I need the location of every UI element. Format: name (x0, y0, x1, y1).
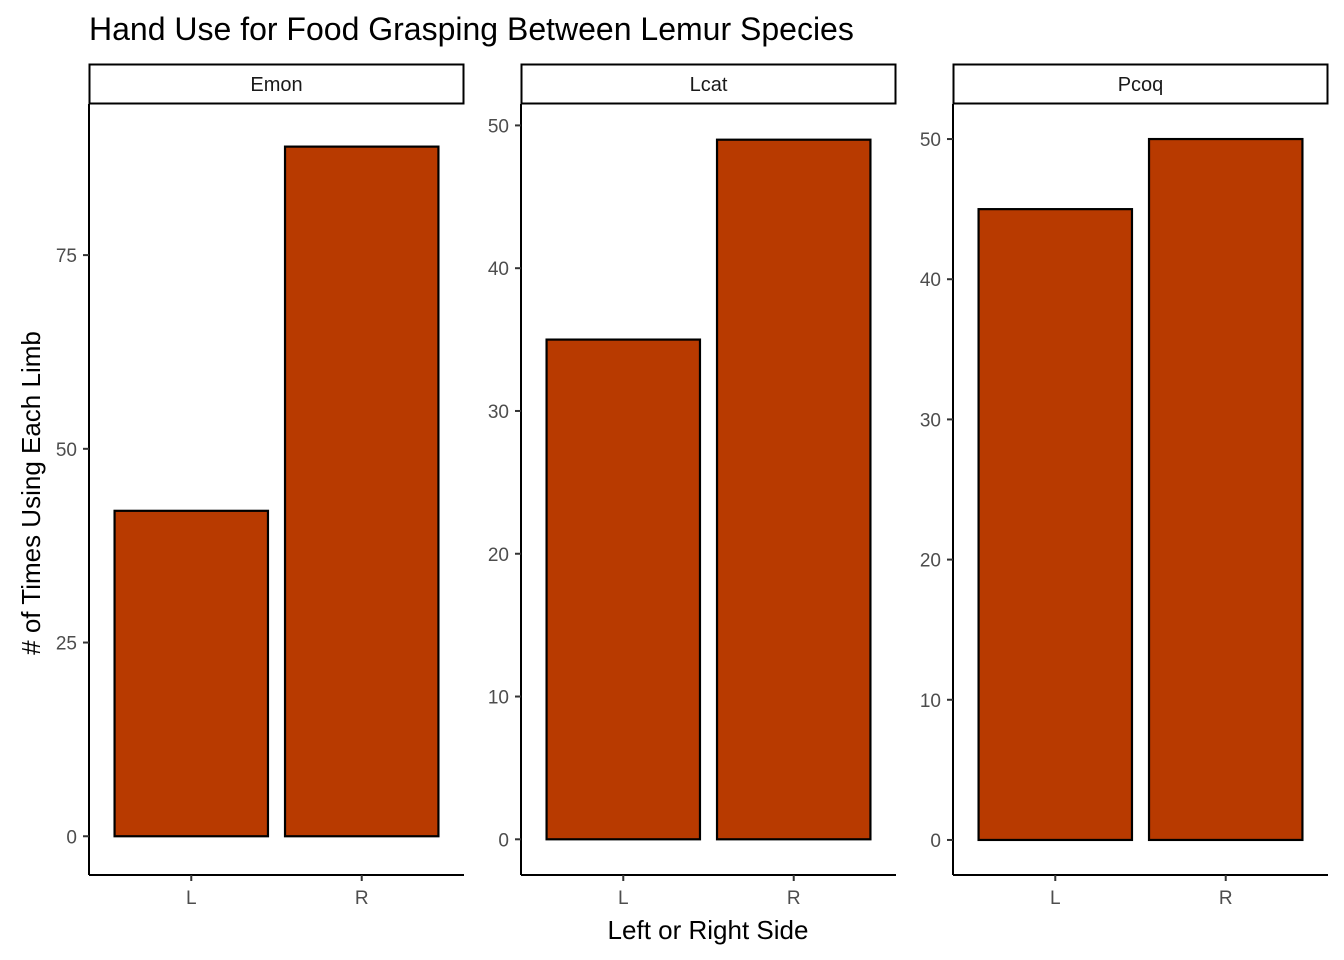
x-tick-label: R (787, 888, 801, 909)
x-axis-title: Left or Right Side (608, 915, 809, 945)
bar-l (977, 208, 1134, 842)
facet-strip-label: Emon (250, 74, 302, 96)
y-tick-label: 50 (920, 130, 941, 151)
bar-l (545, 338, 702, 841)
facet-strip-label: Lcat (690, 74, 728, 96)
chart-title: Hand Use for Food Grasping Between Lemur… (89, 11, 854, 47)
y-tick-label: 0 (66, 827, 77, 848)
y-tick-label: 10 (920, 691, 941, 712)
facet-strip (520, 63, 897, 105)
x-tick-label: L (1050, 888, 1061, 909)
facet-panel-emon: Emon 0 25 50 75 L R (56, 63, 465, 909)
facet-panels: Emon 0 25 50 75 L R Lcat 0 10 20 30 40 50 L R Pcoq 0 10 20 3… (56, 63, 1329, 909)
facet-strip (88, 63, 465, 105)
facet-strip (952, 63, 1329, 105)
y-tick-label: 10 (488, 688, 509, 709)
facet-strip-label: Pcoq (1118, 74, 1164, 96)
y-tick-label: 50 (56, 440, 77, 461)
y-tick-label: 20 (488, 545, 509, 566)
x-tick-label: L (186, 888, 197, 909)
y-tick-label: 40 (920, 270, 941, 291)
y-axis-title: # of Times Using Each Limb (16, 331, 46, 655)
bar-l (113, 509, 270, 838)
y-tick-label: 20 (920, 551, 941, 572)
y-tick-label: 30 (488, 402, 509, 423)
x-tick-label: R (355, 888, 369, 909)
y-tick-label: 75 (56, 246, 77, 267)
y-tick-label: 25 (56, 634, 77, 655)
facet-panel-pcoq: Pcoq 0 10 20 30 40 50 L R (920, 63, 1329, 909)
x-tick-label: R (1219, 888, 1233, 909)
y-tick-label: 0 (498, 830, 509, 851)
bar-r (715, 138, 872, 841)
y-tick-label: 30 (920, 410, 941, 431)
bar-r (1147, 137, 1304, 842)
bar-r (283, 145, 440, 838)
y-tick-label: 40 (488, 259, 509, 280)
x-tick-label: L (618, 888, 629, 909)
y-tick-label: 0 (930, 831, 941, 852)
y-tick-label: 50 (488, 116, 509, 137)
facet-panel-lcat: Lcat 0 10 20 30 40 50 L R (488, 63, 897, 909)
